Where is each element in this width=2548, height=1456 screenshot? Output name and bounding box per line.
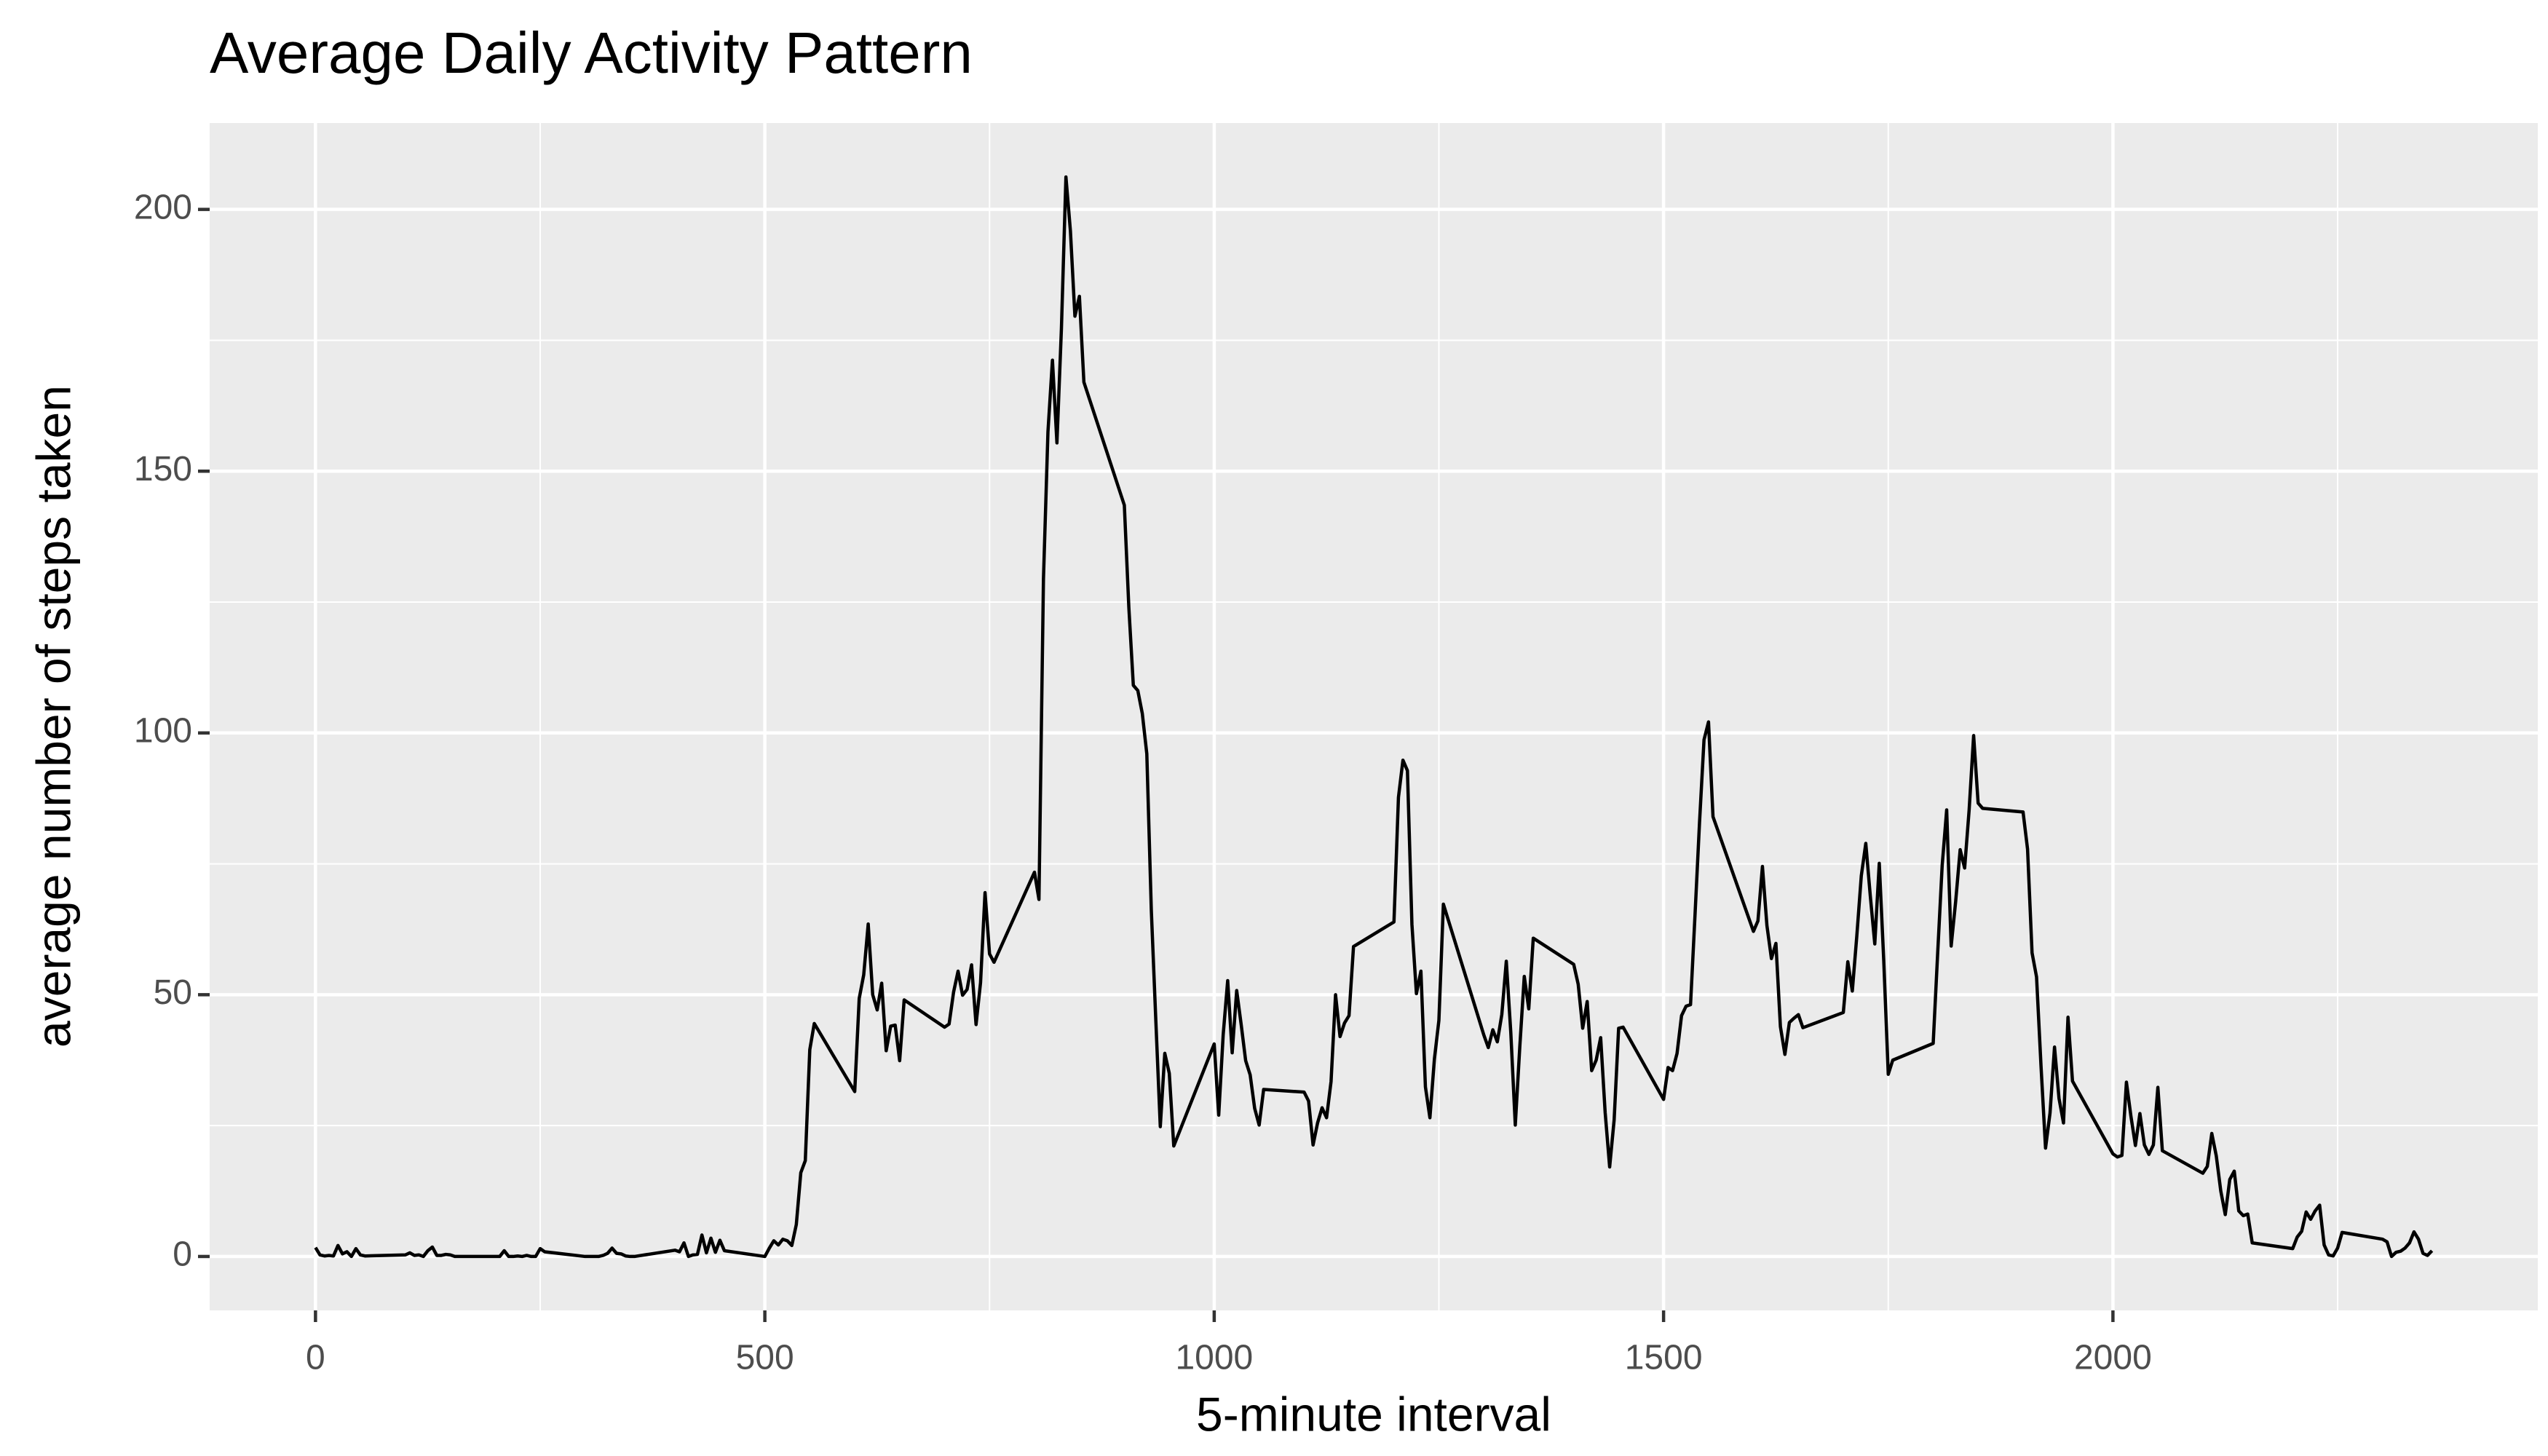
x-tick-label: 500 <box>736 1339 794 1377</box>
x-axis-title: 5-minute interval <box>1196 1387 1551 1441</box>
x-tick-label: 2000 <box>2074 1339 2152 1377</box>
chart-title: Average Daily Activity Pattern <box>210 20 973 85</box>
y-tick-label: 150 <box>134 450 192 488</box>
y-tick-label: 200 <box>134 188 192 226</box>
y-tick-label: 100 <box>134 711 192 750</box>
x-tick-label: 1500 <box>1625 1339 1703 1377</box>
y-tick-label: 0 <box>173 1235 192 1274</box>
panel-background <box>210 123 2538 1310</box>
x-tick-label: 0 <box>306 1339 325 1377</box>
x-tick-label: 1000 <box>1175 1339 1253 1377</box>
data-line <box>314 175 2434 1259</box>
y-axis-title: average number of steps taken <box>26 385 80 1048</box>
y-tick-label: 50 <box>154 973 192 1012</box>
